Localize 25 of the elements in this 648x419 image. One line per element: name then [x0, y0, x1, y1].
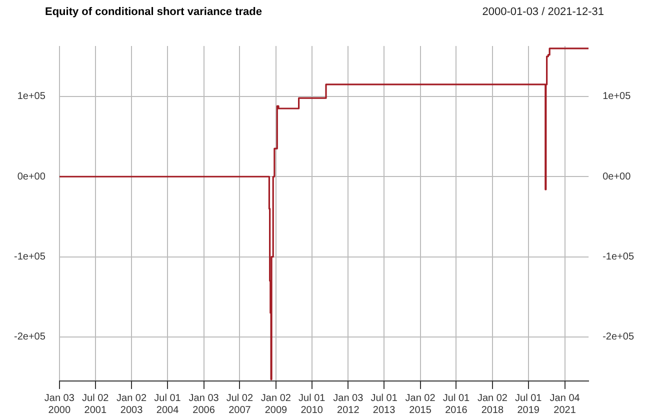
x-tick-label: Jul 02 2007	[226, 392, 254, 416]
y2-tick-label: 1e+05	[602, 91, 632, 102]
x-tick-label: Jan 02 2009	[260, 392, 292, 416]
y2-tick-label: -2e+05	[602, 332, 634, 343]
x-tick-label: Jan 04 2021	[550, 392, 580, 416]
x-tick-label: Jul 02 2001	[82, 392, 110, 416]
y2-tick-label: -1e+05	[602, 252, 634, 263]
chart-subtitle: 2000-01-03 / 2021-12-31	[482, 6, 604, 20]
y-tick-label: 1e+05	[17, 91, 46, 102]
y-tick-label: -1e+05	[14, 252, 46, 263]
y2-tick-label: 0e+00	[602, 171, 632, 182]
x-tick-label: Jul 01 2004	[154, 392, 182, 416]
x-tick-label: Jan 03 2012	[333, 392, 364, 416]
y-tick-label: -2e+05	[14, 332, 46, 343]
y-tick-label: 0e+00	[17, 171, 46, 182]
chart-title: Equity of conditional short variance trade	[45, 6, 262, 20]
x-tick-label: Jan 03 2000	[44, 392, 75, 416]
x-tick-label: Jan 02 2018	[477, 392, 508, 416]
x-tick-label: Jan 03 2006	[188, 392, 220, 416]
x-tick-label: Jul 01 2010	[298, 392, 326, 416]
x-tick-label: Jul 01 2016	[442, 392, 470, 416]
x-tick-label: Jan 02 2015	[405, 392, 436, 416]
x-tick-label: Jul 01 2013	[370, 392, 398, 416]
x-tick-label: Jul 01 2019	[515, 392, 542, 416]
x-tick-label: Jan 02 2003	[116, 392, 147, 416]
